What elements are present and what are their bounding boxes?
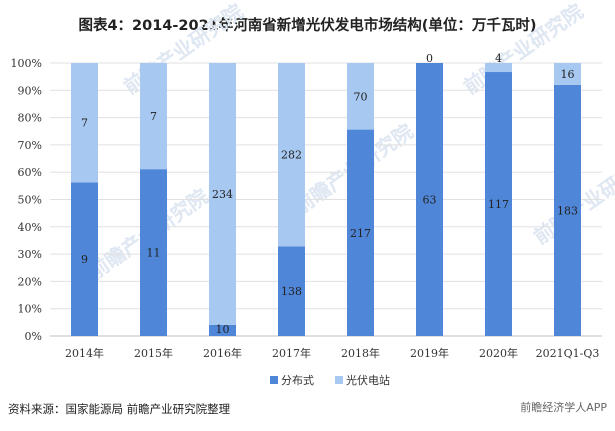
x-axis: 2014年 2015年 2016年 2017年 2018年 2019年 2020年 2021Q… [65, 346, 599, 360]
legend-label-1: 光伏电站 [346, 373, 390, 387]
x-tick-label: 2019年 [410, 346, 449, 360]
data-label-station: 16 [561, 68, 575, 81]
source-note: 资料来源：国家能源局 前瞻产业研究院整理 [8, 402, 231, 416]
bar-distributed-2 [209, 324, 236, 336]
data-label-station: 4 [495, 52, 502, 65]
legend-label-0: 分布式 [281, 374, 314, 387]
data-label-distributed: 117 [488, 198, 509, 211]
bar-station-6 [485, 63, 512, 73]
x-tick-label: 2014年 [65, 346, 104, 360]
y-tick-label: 100% [11, 57, 42, 70]
x-tick-label: 2017年 [272, 346, 311, 360]
brand-mark: 前瞻经济学人APP [520, 401, 607, 414]
bar-station-2 [209, 63, 236, 325]
data-label-station: 282 [281, 149, 302, 162]
legend-swatch-1 [335, 376, 343, 384]
data-label-station: 0 [426, 52, 433, 65]
x-tick-label: 2021Q1-Q3 [536, 347, 600, 360]
x-tick-label: 2018年 [341, 346, 380, 360]
data-label-distributed: 10 [216, 323, 230, 336]
y-tick-label: 60% [18, 166, 42, 179]
y-tick-label: 20% [18, 275, 42, 288]
bar-distributed-1 [140, 169, 167, 336]
chart-title: 图表4：2014-2021年河南省新增光伏发电市场结构(单位：万千瓦时) [78, 18, 537, 34]
gridlines [50, 62, 602, 337]
bar-station-0 [71, 63, 98, 183]
y-tick-label: 50% [18, 194, 42, 207]
y-tick-label: 10% [18, 303, 42, 316]
x-tick-label: 2016年 [203, 346, 242, 360]
x-tick-label: 2015年 [134, 346, 173, 360]
y-tick-label: 80% [18, 112, 42, 125]
y-tick-label: 30% [18, 248, 42, 261]
legend: 分布式 光伏电站 [270, 373, 390, 387]
y-axis: 0% 10% 20% 30% 40% 50% 60% 70% 80% 90% 100% [11, 57, 42, 343]
x-tick-label: 2020年 [479, 346, 518, 360]
data-label-distributed: 63 [423, 194, 437, 207]
bar-distributed-6 [485, 72, 512, 337]
data-label-distributed: 138 [281, 285, 302, 298]
bar-station-4 [347, 63, 374, 130]
y-tick-label: 40% [18, 221, 42, 234]
legend-swatch-0 [270, 376, 278, 384]
y-tick-label: 90% [18, 84, 42, 97]
data-label-station: 7 [81, 117, 88, 130]
bar-station-7 [554, 63, 581, 85]
bar-station-3 [278, 63, 305, 247]
data-label-distributed: 183 [557, 204, 578, 217]
data-label-station: 70 [354, 90, 368, 103]
y-tick-label: 70% [18, 139, 42, 152]
data-label-distributed: 217 [350, 227, 371, 240]
bar-station-1 [140, 63, 167, 170]
bar-distributed-4 [347, 129, 374, 336]
y-tick-label: 0% [25, 330, 42, 343]
bar-distributed-7 [554, 84, 581, 337]
bar-distributed-5 [416, 63, 443, 336]
data-label-station: 234 [212, 188, 233, 201]
bar-distributed-0 [71, 182, 98, 336]
data-label-station: 7 [150, 110, 157, 123]
data-label-distributed: 9 [81, 253, 88, 266]
data-label-distributed: 11 [147, 247, 161, 260]
bar-distributed-3 [278, 246, 305, 336]
